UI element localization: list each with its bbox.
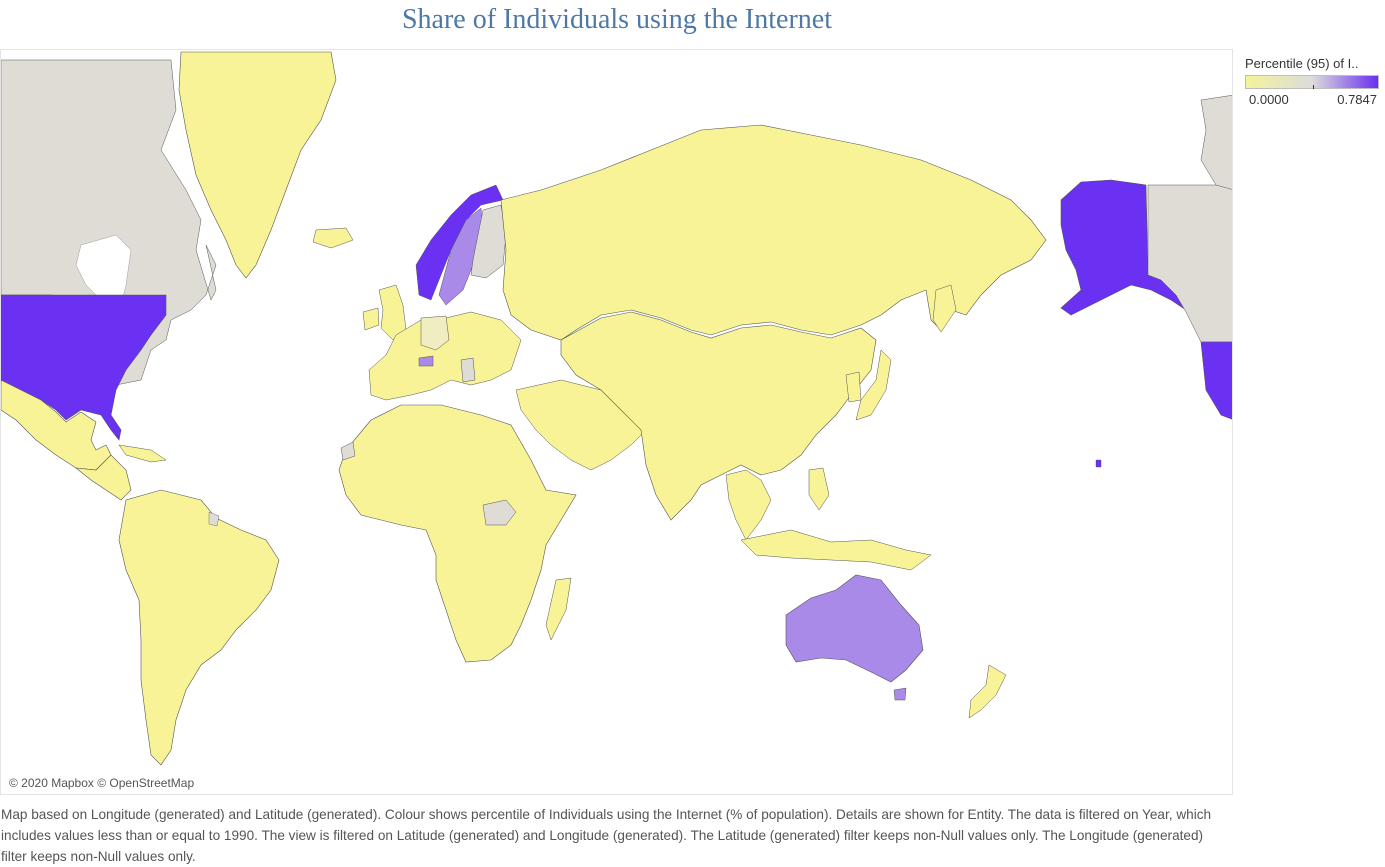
- color-legend[interactable]: Percentile (95) of I.. 0.0000 0.7847: [1245, 56, 1381, 107]
- region-norway[interactable]: [415, 184, 504, 301]
- region-hawaii[interactable]: [1095, 459, 1102, 468]
- region-alaska[interactable]: [1060, 179, 1187, 316]
- map-title: Share of Individuals using the Internet: [401, 4, 832, 35]
- region-philippines[interactable]: [808, 467, 830, 511]
- region-russia[interactable]: [500, 124, 1047, 341]
- region-indonesia[interactable]: [740, 529, 932, 571]
- region-iceland[interactable]: [312, 227, 354, 249]
- region-arctic-islands[interactable]: [1200, 95, 1233, 190]
- region-greenland[interactable]: [178, 51, 337, 279]
- region-africa[interactable]: [338, 404, 577, 663]
- region-japan[interactable]: [855, 349, 892, 421]
- region-kamchatka[interactable]: [932, 284, 957, 333]
- legend-midpoint-tick: [1313, 85, 1314, 89]
- region-tasmania[interactable]: [893, 687, 907, 701]
- region-caribbean[interactable]: [118, 444, 167, 463]
- region-korea[interactable]: [845, 371, 862, 403]
- map-attribution[interactable]: © 2020 Mapbox © OpenStreetMap: [9, 776, 195, 790]
- region-southeast-asia[interactable]: [725, 469, 772, 541]
- region-australia[interactable]: [785, 574, 924, 683]
- world-map[interactable]: © 2020 Mapbox © OpenStreetMap: [0, 49, 1233, 795]
- region-french-guiana[interactable]: [208, 511, 220, 527]
- region-ireland[interactable]: [362, 307, 380, 331]
- legend-max-label: 0.7847: [1337, 92, 1377, 107]
- region-asia[interactable]: [560, 311, 877, 521]
- region-south-america[interactable]: [118, 489, 280, 766]
- map-caption: Map based on Longitude (generated) and L…: [1, 807, 1212, 864]
- region-madagascar[interactable]: [545, 577, 572, 641]
- region-mexico[interactable]: [1, 379, 112, 471]
- map-canvas[interactable]: [1, 50, 1233, 795]
- region-germany[interactable]: [420, 315, 450, 351]
- legend-title: Percentile (95) of I..: [1245, 56, 1359, 71]
- region-central-america[interactable]: [75, 454, 132, 501]
- region-switzerland[interactable]: [418, 355, 434, 367]
- region-south-sudan[interactable]: [482, 499, 517, 526]
- legend-min-label: 0.0000: [1249, 92, 1289, 107]
- region-new-zealand[interactable]: [968, 664, 1007, 719]
- region-canada-east[interactable]: [1147, 184, 1233, 343]
- legend-color-ramp: [1245, 75, 1379, 89]
- region-austria[interactable]: [460, 357, 476, 383]
- region-western-sahara[interactable]: [340, 441, 356, 461]
- region-usa-east[interactable]: [1200, 341, 1233, 420]
- region-western-europe[interactable]: [368, 311, 522, 401]
